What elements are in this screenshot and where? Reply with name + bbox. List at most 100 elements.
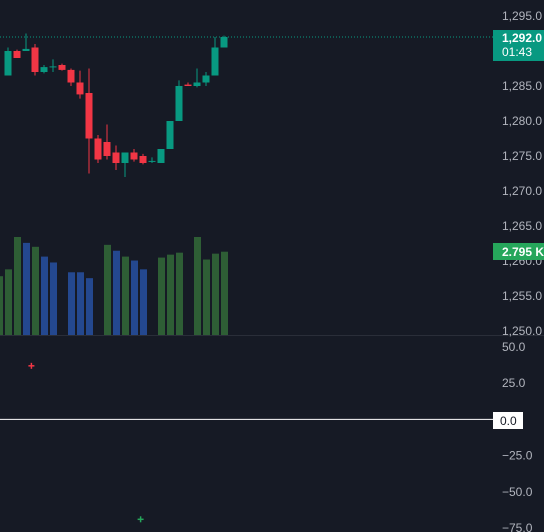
candle bbox=[76, 70, 84, 99]
price-tick-label: 1,295.0 bbox=[502, 9, 542, 23]
volume-bar bbox=[167, 254, 174, 335]
volume-bar bbox=[23, 242, 30, 335]
volume-bar bbox=[104, 244, 111, 335]
volume-bar bbox=[41, 256, 48, 335]
candle bbox=[130, 149, 138, 162]
volume-bar bbox=[122, 256, 129, 335]
volume-bar bbox=[131, 260, 138, 335]
candle-body bbox=[202, 75, 210, 83]
oscillator-tick-label: 25.0 bbox=[502, 376, 526, 390]
oscillator-tick-label: −25.0 bbox=[502, 449, 533, 463]
price-tick-label: 1,285.0 bbox=[502, 79, 542, 93]
candle bbox=[184, 82, 192, 86]
volume-bar bbox=[194, 237, 201, 335]
volume-pane bbox=[0, 237, 228, 335]
candle-body bbox=[220, 37, 228, 48]
candle-body bbox=[49, 66, 57, 68]
last-price-badge: 1,292.0 01:43 bbox=[493, 30, 544, 61]
candle-body bbox=[148, 160, 156, 162]
candle bbox=[103, 124, 111, 160]
candle-body bbox=[130, 152, 138, 160]
volume-bar bbox=[0, 276, 3, 335]
volume-bar bbox=[77, 272, 84, 335]
candle-body bbox=[85, 93, 93, 139]
candle bbox=[22, 33, 30, 51]
price-tick-label: 1,270.0 bbox=[502, 184, 542, 198]
bar-countdown: 01:43 bbox=[502, 45, 532, 59]
candle bbox=[139, 153, 147, 165]
candle-body bbox=[112, 152, 120, 163]
candle bbox=[94, 135, 102, 163]
candle bbox=[121, 152, 129, 177]
candle-body bbox=[4, 51, 12, 76]
candle-body bbox=[175, 86, 183, 121]
price-tick-label: 1,265.0 bbox=[502, 219, 542, 233]
volume-bar bbox=[176, 252, 183, 335]
candle-body bbox=[22, 48, 30, 51]
volume-bar bbox=[50, 262, 57, 335]
volume-bar bbox=[140, 269, 147, 335]
candle bbox=[193, 68, 201, 88]
volume-value: 2.795 K bbox=[502, 245, 544, 259]
candle-body bbox=[103, 142, 111, 156]
price-tick-label: 1,255.0 bbox=[502, 289, 542, 303]
oscillator-tick-label: −75.0 bbox=[502, 521, 533, 532]
candle-body bbox=[67, 69, 75, 83]
volume-bar bbox=[32, 246, 39, 335]
volume-bar bbox=[14, 237, 21, 335]
candle bbox=[166, 121, 174, 149]
price-tick-label: 1,280.0 bbox=[502, 114, 542, 128]
oscillator-pane bbox=[0, 362, 493, 523]
candle bbox=[85, 68, 93, 174]
candle-body bbox=[157, 149, 165, 163]
price-pane bbox=[0, 33, 544, 336]
oscillator-point bbox=[28, 362, 35, 369]
price-axis: 1,295.01,290.01,285.01,280.01,275.01,270… bbox=[502, 9, 542, 532]
candle bbox=[40, 65, 48, 74]
volume-badge: 2.795 K bbox=[493, 243, 544, 260]
candle-body bbox=[139, 156, 147, 163]
candle bbox=[67, 68, 75, 86]
price-tick-label: 1,275.0 bbox=[502, 149, 542, 163]
candle bbox=[49, 59, 57, 72]
candle bbox=[13, 49, 21, 58]
zero-badge: 0.0 bbox=[493, 412, 523, 429]
candle-body bbox=[31, 47, 39, 72]
oscillator-tick-label: 50.0 bbox=[502, 340, 526, 354]
volume-bar bbox=[113, 250, 120, 335]
candle-body bbox=[211, 47, 219, 76]
volume-bar bbox=[86, 278, 93, 335]
oscillator-tick-label: −50.0 bbox=[502, 485, 533, 499]
candle bbox=[220, 35, 228, 48]
candle bbox=[175, 80, 183, 121]
candle-body bbox=[13, 51, 21, 58]
candle bbox=[4, 47, 12, 76]
candle bbox=[211, 37, 219, 76]
volume-bar bbox=[203, 259, 210, 335]
candle-body bbox=[94, 138, 102, 160]
candle-body bbox=[184, 84, 192, 86]
oscillator-point bbox=[137, 516, 144, 523]
last-price-value: 1,292.0 bbox=[502, 31, 542, 45]
price-tick-label: 1,250.0 bbox=[502, 324, 542, 338]
volume-bar bbox=[212, 253, 219, 335]
candle bbox=[157, 149, 165, 163]
candle bbox=[148, 157, 156, 163]
volume-bar bbox=[221, 251, 228, 335]
volume-bar bbox=[68, 272, 75, 335]
candle bbox=[58, 63, 66, 71]
candle bbox=[202, 72, 210, 86]
candle-body bbox=[76, 82, 84, 95]
candle-body bbox=[193, 82, 201, 86]
candle-body bbox=[121, 152, 129, 163]
candle bbox=[112, 145, 120, 170]
candle-body bbox=[166, 121, 174, 149]
volume-bar bbox=[5, 269, 12, 335]
volume-bar bbox=[158, 257, 165, 335]
candle-body bbox=[40, 67, 48, 72]
zero-value: 0.0 bbox=[500, 414, 517, 428]
candle-body bbox=[58, 65, 66, 70]
candle bbox=[31, 44, 39, 76]
